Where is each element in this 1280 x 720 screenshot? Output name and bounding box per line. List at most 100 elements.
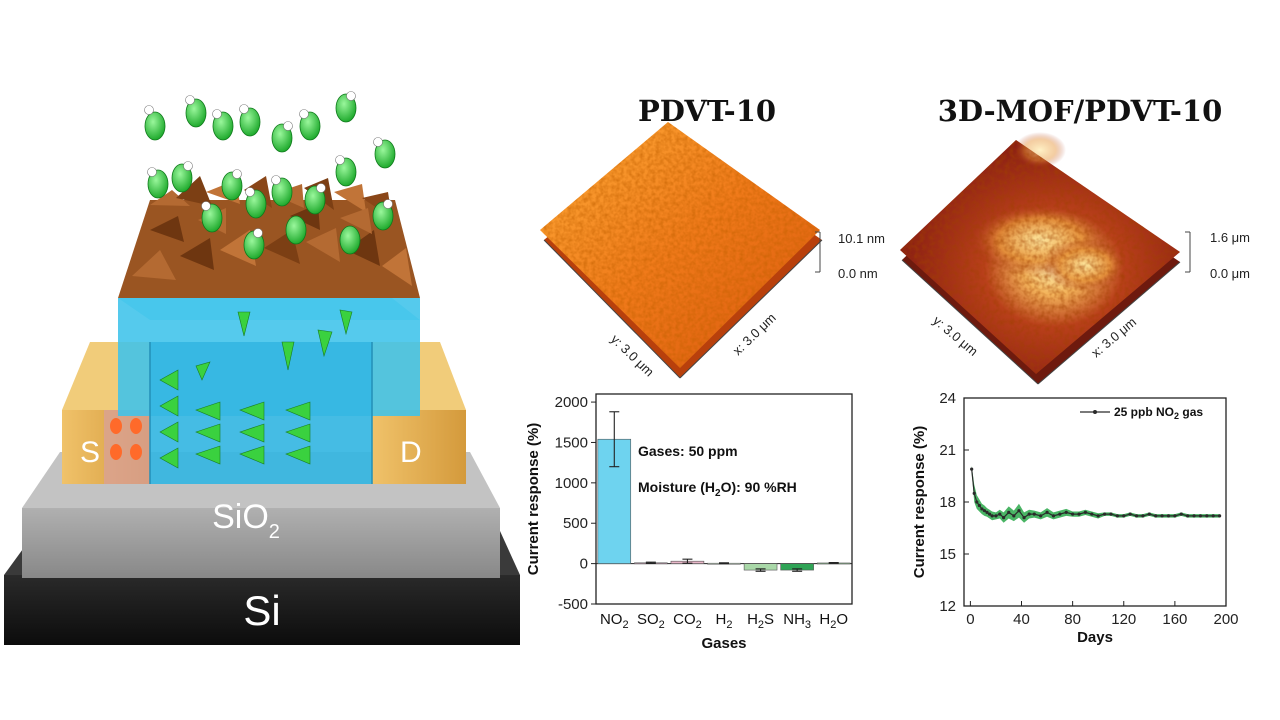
bar-ytick-label: 1000 <box>555 475 588 492</box>
drain-label: D <box>400 436 422 469</box>
line-point <box>1012 514 1016 518</box>
afm-title-mof: 3D-MOF/PDVT-10 <box>937 94 1223 128</box>
sio2-subscript: 2 <box>269 521 280 543</box>
line-point <box>1198 514 1203 518</box>
line-point <box>994 514 998 518</box>
line-point <box>1205 514 1209 518</box>
line-point <box>1090 512 1094 516</box>
line-point <box>1083 510 1088 514</box>
bar-category-tail: O <box>836 611 848 628</box>
gas-molecules-cloud <box>144 91 396 260</box>
line-legend-post: gas <box>1179 405 1203 419</box>
bar-category-sub: 2 <box>758 619 764 631</box>
source-label: S <box>80 436 100 469</box>
bar-annotation-concentration: Gases: 50 ppm <box>638 443 738 459</box>
bar-ytick-label: -500 <box>558 596 588 613</box>
bar-y-axis-label: Current response (%) <box>525 423 542 576</box>
afm-panel-pdvt10: PDVT-10 y: 3.0 μm x: 3.0 μm 10.1 nm 0.0 … <box>520 90 900 390</box>
bar-annotation-moisture-post: O): 90 %RH <box>721 479 797 495</box>
svg-text:SiO2: SiO2 <box>212 498 280 543</box>
bar-category-main: SO <box>637 611 659 628</box>
line-point <box>1027 512 1031 516</box>
bar-ytick-label: 1500 <box>555 434 588 451</box>
stability-line-chart: 12 15 18 21 24 0 40 80 120 160 200 25 ppb NO2 gas Da… <box>911 390 1239 646</box>
mof-crystal-layer <box>118 176 420 298</box>
bar-category-main: CO <box>673 611 696 628</box>
bar-category-main: H <box>716 611 727 628</box>
bar-annotation-moisture: Moisture (H2O): 90 %RH <box>638 479 797 499</box>
bar-category-label: H2O <box>819 611 848 631</box>
transistor-schematic: Si SiO2 S D <box>0 80 530 670</box>
line-point <box>1173 514 1177 518</box>
line-point <box>1039 514 1043 518</box>
bar-category-label: SO2 <box>637 611 665 631</box>
line-point <box>1071 512 1075 516</box>
line-point <box>1115 514 1119 518</box>
bar-category-main: H <box>747 611 758 628</box>
transistor-schematic-svg: Si SiO2 S D <box>4 91 520 645</box>
line-point <box>1017 509 1021 513</box>
bar-category-label: H2S <box>747 611 774 631</box>
bar-category-label: H2 <box>716 611 733 631</box>
line-point <box>1058 512 1062 516</box>
bar-annotation-moisture-pre: Moisture (H <box>638 479 715 495</box>
line-xtick-label: 0 <box>966 611 974 628</box>
bar-annotation-moisture-sub: 2 <box>715 488 721 499</box>
bar-x-axis-label: Gases <box>701 635 746 652</box>
line-xtick-label: 160 <box>1162 611 1187 628</box>
line-legend-label: 25 ppb NO2 gas <box>1114 405 1203 421</box>
line-point <box>1032 512 1036 516</box>
line-point <box>1134 514 1139 518</box>
line-point <box>1051 514 1056 518</box>
line-x-axis-label: Days <box>1077 629 1113 646</box>
afm-zmax-mof: 1.6 μm <box>1210 230 1251 245</box>
bar-category-main: H <box>819 611 830 628</box>
bar-category-sub: 2 <box>622 619 628 631</box>
line-xtick-label: 200 <box>1213 611 1238 628</box>
line-point <box>1179 512 1183 516</box>
line-point <box>1218 514 1222 518</box>
line-point <box>1096 514 1100 518</box>
line-y-axis-label: Current response (%) <box>911 426 928 579</box>
line-xtick-label: 40 <box>1013 611 1030 628</box>
line-point <box>1211 514 1215 518</box>
line-ytick-label: 24 <box>939 390 956 407</box>
line-point <box>998 512 1002 516</box>
line-point <box>987 512 992 516</box>
line-legend-sub: 2 <box>1174 411 1179 421</box>
line-point <box>1147 512 1151 516</box>
afm-panel-mof: 3D-MOF/PDVT-10 y: 3.0 μ <box>890 90 1280 390</box>
bar-category-sub: 2 <box>659 619 665 631</box>
bar-ytick-label: 500 <box>563 515 588 532</box>
line-chart-panel: 12 15 18 21 24 0 40 80 120 160 200 25 ppb NO2 gas Da… <box>900 384 1245 656</box>
bar-category-main: NO <box>600 611 623 628</box>
afm-zmin-mof: 0.0 μm <box>1210 266 1251 281</box>
line-point <box>990 514 994 518</box>
line-point <box>1064 510 1068 514</box>
bar-category-sub: 2 <box>696 619 702 631</box>
bar-category-label: CO2 <box>673 611 702 631</box>
line-point <box>1002 516 1006 520</box>
line-xtick-label: 80 <box>1064 611 1081 628</box>
line-point <box>980 507 984 511</box>
line-point <box>1045 510 1049 514</box>
afm-surface-pdvt10: y: 3.0 μm x: 3.0 μm <box>540 122 823 379</box>
bar-ytick-label: 0 <box>580 556 588 573</box>
line-xtick-label: 120 <box>1111 611 1136 628</box>
line-point <box>977 503 981 508</box>
line-legend-pre: 25 ppb NO <box>1114 405 1174 419</box>
line-point <box>1160 514 1164 518</box>
adsorbed-gas-molecules <box>159 309 353 469</box>
bar-category-tail: S <box>764 611 774 628</box>
bar-ytick-label: 2000 <box>555 394 588 411</box>
sio2-label: SiO <box>212 498 269 536</box>
afm-surface-mof: y: 3.0 μm x: 3.0 μm <box>900 132 1191 385</box>
line-plot-frame <box>963 397 1227 607</box>
line-point <box>1154 514 1158 518</box>
bar-plot-frame <box>595 393 853 605</box>
afm-zmin-pdvt10: 0.0 nm <box>838 266 878 281</box>
line-point <box>982 509 987 513</box>
line-point <box>1022 516 1026 520</box>
bar-category-label: NH3 <box>783 611 811 631</box>
